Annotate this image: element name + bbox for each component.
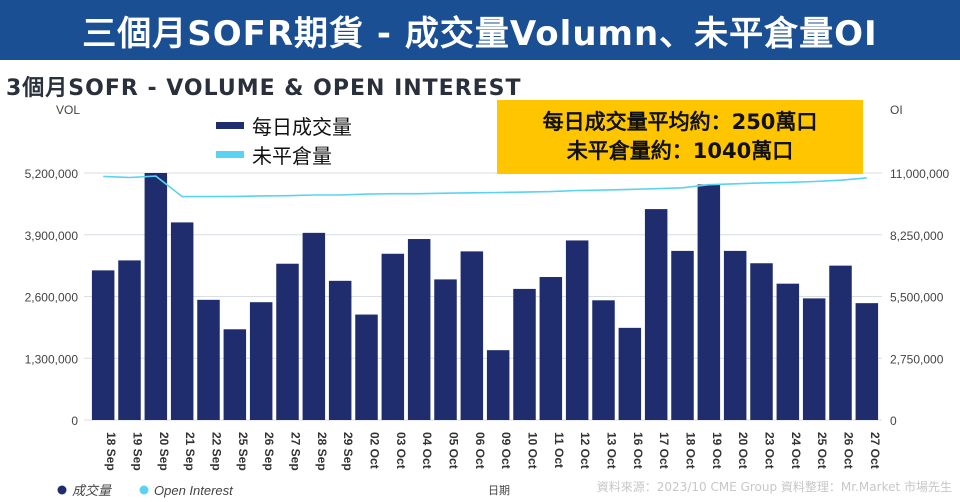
x-tick-label: 03 Oct	[394, 432, 408, 469]
x-tick-label: 23 Oct	[763, 432, 777, 469]
legend-oi-swatch	[216, 151, 244, 158]
x-tick-label: 20 Sep	[157, 432, 171, 471]
x-tick-label: 13 Oct	[605, 432, 619, 469]
bottom-legend-oi-marker	[139, 485, 149, 495]
summary-callout: 每日成交量平均約：250萬口 未平倉量約：1040萬口	[497, 100, 863, 174]
bottom-legend-volume-marker	[57, 485, 67, 495]
volume-bar	[434, 279, 457, 420]
x-tick-label: 22 Sep	[210, 432, 224, 471]
y-tick-left-label: 3,900,000	[25, 229, 79, 243]
legend-volume-label: 每日成交量	[252, 115, 352, 139]
x-tick-label: 18 Oct	[684, 432, 698, 469]
volume-bar	[644, 209, 668, 420]
legend-oi-label: 未平倉量	[252, 144, 332, 168]
open-interest-line	[103, 175, 867, 198]
volume-bar	[855, 303, 879, 420]
y-tick-right-label: 2,750,000	[890, 352, 944, 366]
volume-bar	[565, 240, 589, 420]
volume-bar	[407, 239, 431, 420]
x-tick-label: 12 Oct	[578, 432, 592, 469]
volume-bar	[144, 173, 168, 420]
x-tick-label: 28 Sep	[315, 432, 329, 471]
volume-bar	[328, 280, 352, 420]
x-tick-label: 26 Sep	[262, 432, 276, 471]
volume-bar	[829, 265, 852, 420]
volume-bar	[592, 300, 615, 420]
volume-bar	[223, 329, 247, 420]
x-axis-label: 日期	[488, 484, 510, 497]
y-tick-left-label: 0	[71, 414, 78, 428]
x-tick-label: 19 Sep	[131, 432, 145, 471]
x-tick-label: 27 Sep	[289, 432, 303, 471]
y-tick-right-label: 8,250,000	[890, 229, 944, 243]
x-tick-label: 26 Oct	[842, 432, 856, 469]
x-tick-label: 29 Sep	[341, 432, 355, 471]
x-tick-label: 11 Oct	[552, 432, 566, 468]
x-tick-label: 18 Sep	[104, 432, 118, 471]
x-tick-label: 21 Sep	[183, 432, 197, 471]
y-axis-right-label: OI	[890, 103, 903, 117]
x-tick-label: 09 Oct	[499, 432, 513, 469]
x-tick-label: 17 Oct	[657, 432, 671, 469]
legend-volume-swatch	[216, 122, 244, 129]
volume-bar	[513, 288, 536, 420]
chart-title: 3個月SOFR - VOLUME & OPEN INTEREST	[6, 76, 522, 101]
x-tick-label: 02 Oct	[368, 432, 382, 469]
y-tick-right-label: 11,000,000	[890, 167, 949, 181]
volume-bar	[671, 250, 694, 420]
volume-bar	[776, 283, 800, 420]
volume-bar	[723, 250, 747, 420]
volume-bar	[276, 263, 299, 420]
bottom-legend-oi-label: Open Interest	[154, 483, 234, 498]
y-tick-right-label: 5,500,000	[890, 291, 944, 305]
volume-bar	[170, 222, 194, 420]
y-axis-left-label: VOL	[56, 103, 80, 117]
source-note: 資料來源：2023/10 CME Group 資料整理：Mr.Market 市場…	[596, 480, 952, 494]
x-tick-label: 27 Oct	[868, 432, 882, 469]
y-tick-right-label: 0	[890, 414, 897, 428]
y-tick-left-label: 5,200,000	[25, 167, 79, 181]
volume-bar	[697, 184, 721, 420]
volume-bar	[381, 253, 405, 420]
callout-line-oi: 未平倉量約：1040萬口	[566, 139, 794, 163]
volume-bar	[355, 314, 378, 420]
volume-bar	[91, 270, 115, 420]
volume-bar	[460, 251, 484, 420]
volume-bar	[618, 327, 642, 420]
y-tick-left-label: 1,300,000	[25, 352, 79, 366]
volume-bar	[802, 298, 826, 420]
x-tick-label: 25 Sep	[236, 432, 250, 471]
x-tick-label: 10 Oct	[526, 432, 540, 469]
x-tick-label: 16 Oct	[631, 432, 645, 469]
y-tick-left-label: 2,600,000	[25, 291, 79, 305]
volume-bar	[197, 299, 220, 420]
volume-bar	[750, 263, 773, 420]
x-tick-label: 19 Oct	[710, 432, 724, 469]
volume-bar	[302, 232, 326, 420]
x-tick-label: 24 Oct	[789, 432, 803, 469]
x-tick-label: 04 Oct	[420, 432, 434, 469]
volume-bar	[118, 260, 141, 420]
volume-bar	[486, 350, 510, 420]
x-tick-label: 06 Oct	[473, 432, 487, 469]
bottom-legend-volume-label: 成交量	[72, 483, 113, 499]
banner-title: 三個月SOFR期貨 - 成交量Volumn、未平倉量OI	[82, 13, 878, 54]
x-tick-label: 05 Oct	[447, 432, 461, 469]
callout-line-volume: 每日成交量平均約：250萬口	[542, 110, 818, 134]
volume-bar	[249, 302, 273, 420]
header-banner: 三個月SOFR期貨 - 成交量Volumn、未平倉量OI	[0, 0, 960, 60]
x-tick-label: 20 Oct	[736, 432, 750, 469]
x-tick-label: 25 Oct	[815, 432, 829, 469]
volume-bar	[539, 277, 563, 420]
